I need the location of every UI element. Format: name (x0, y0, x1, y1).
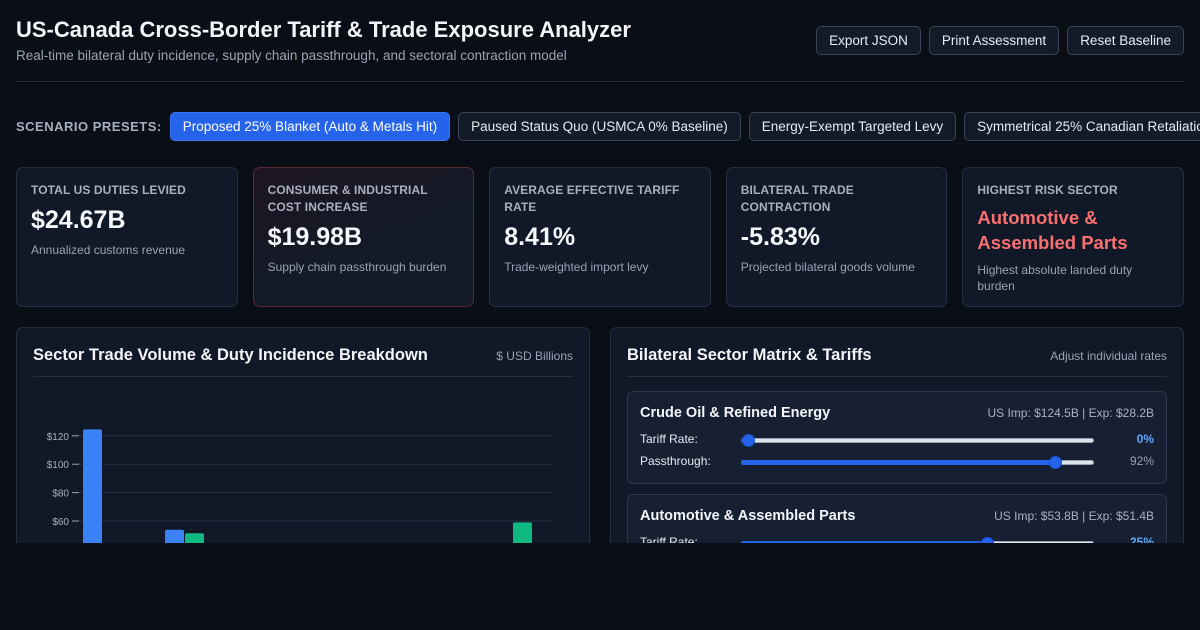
sector-bar-chart: $60 $80 $100 $120 (47, 429, 552, 543)
import-bar (165, 529, 184, 543)
matrix-panel-note: Adjust individual rates (1050, 349, 1167, 363)
presets-label: SCENARIO PRESETS: (16, 119, 162, 134)
app-viewport: US-Canada Cross-Border Tariff & Trade Ex… (16, 0, 1200, 543)
tariff-rate-value: 25% (1129, 535, 1154, 543)
y-tick-label: $120 (47, 432, 70, 443)
passthrough-label: Passthrough: (640, 454, 711, 468)
kpi-subtext: Annualized customs revenue (31, 243, 186, 257)
chart-units-label: $ USD Billions (496, 349, 573, 363)
tariff-rate-slider[interactable] (741, 537, 1094, 543)
y-tick-label: $80 (52, 489, 69, 500)
preset-status-quo-button[interactable]: Paused Status Quo (USMCA 0% Baseline) (458, 112, 741, 141)
kpi-label: TOTAL US DUTIES LEVIED (31, 183, 186, 197)
tariff-rate-value: 0% (1136, 432, 1154, 446)
export-json-button[interactable]: Export JSON (816, 26, 921, 55)
kpi-card-trade-contraction: BILATERAL TRADE CONTRACTION -5.83% Proje… (725, 167, 948, 307)
kpi-card-highest-risk: HIGHEST RISK SECTOR Automotive & Assembl… (962, 167, 1184, 307)
kpi-label: BILATERAL TRADE CONTRACTION (740, 183, 854, 214)
sector-name: Crude Oil & Refined Energy (640, 405, 831, 421)
preset-blanket-25-button[interactable]: Proposed 25% Blanket (Auto & Metals Hit) (169, 112, 451, 141)
tariff-rate-row: Tariff Rate: 25% (640, 534, 1154, 543)
page-subtitle: Real-time bilateral duty incidence, supp… (16, 48, 567, 63)
sector-chart-panel: Sector Trade Volume & Duty Incidence Bre… (16, 327, 590, 543)
page-title: US-Canada Cross-Border Tariff & Trade Ex… (16, 17, 631, 42)
kpi-subtext: Projected bilateral goods volume (740, 260, 915, 274)
slider-fill (741, 460, 1054, 465)
slider-thumb[interactable] (1049, 456, 1062, 469)
reset-baseline-button[interactable]: Reset Baseline (1067, 26, 1184, 55)
y-tick-label: $100 (47, 460, 70, 471)
slider-fill (741, 541, 986, 543)
sector-trade-volume: US Imp: $124.5B | Exp: $28.2B (987, 406, 1154, 420)
print-assessment-button[interactable]: Print Assessment (928, 26, 1060, 55)
tariff-rate-row: Tariff Rate: 0% (640, 431, 1154, 449)
kpi-card-effective-rate: AVERAGE EFFECTIVE TARIFF RATE 8.41% Trad… (489, 167, 711, 307)
kpi-subtext: Trade-weighted import levy (504, 260, 649, 274)
kpi-risk-sector: Automotive & Assembled Parts (977, 207, 1128, 253)
sector-card-automotive: Automotive & Assembled Parts US Imp: $53… (627, 494, 1167, 543)
matrix-panel-header: Bilateral Sector Matrix & Tariffs Adjust… (627, 328, 1167, 377)
kpi-label: HIGHEST RISK SECTOR (977, 183, 1118, 197)
import-bar (83, 429, 102, 543)
export-bar (513, 522, 532, 543)
export-bar (185, 533, 204, 543)
sector-card-energy: Crude Oil & Refined Energy US Imp: $124.… (627, 391, 1167, 484)
kpi-subtext: Highest absolute landed duty burden (977, 263, 1133, 293)
tariff-rate-slider[interactable] (741, 434, 1094, 447)
slider-thumb[interactable] (981, 537, 994, 543)
matrix-panel-title: Bilateral Sector Matrix & Tariffs (627, 346, 872, 364)
app-header: US-Canada Cross-Border Tariff & Trade Ex… (16, 0, 1184, 82)
tariff-rate-label: Tariff Rate: (640, 535, 698, 543)
kpi-value: $19.98B (267, 223, 363, 251)
kpi-label: AVERAGE EFFECTIVE TARIFF RATE (504, 183, 680, 214)
sector-name: Automotive & Assembled Parts (640, 508, 856, 524)
passthrough-value: 92% (1129, 454, 1154, 468)
y-tick-label: $60 (52, 517, 69, 528)
kpi-value: 8.41% (504, 223, 576, 251)
tariff-rate-label: Tariff Rate: (640, 432, 698, 446)
kpi-card-total-duties: TOTAL US DUTIES LEVIED $24.67B Annualize… (16, 167, 238, 307)
preset-energy-exempt-button[interactable]: Energy-Exempt Targeted Levy (748, 112, 957, 141)
kpi-value: $24.67B (31, 206, 126, 234)
kpi-subtext: Supply chain passthrough burden (267, 260, 447, 274)
passthrough-slider[interactable] (741, 456, 1094, 469)
kpi-row: TOTAL US DUTIES LEVIED $24.67B Annualize… (16, 167, 1184, 307)
scenario-presets: SCENARIO PRESETS: Proposed 25% Blanket (… (16, 112, 1200, 141)
chart-panel-header: Sector Trade Volume & Duty Incidence Bre… (33, 328, 573, 377)
preset-retaliation-button[interactable]: Symmetrical 25% Canadian Retaliation (964, 112, 1200, 141)
kpi-card-cost-increase: CONSUMER & INDUSTRIAL COST INCREASE $19.… (252, 167, 475, 307)
header-actions: Export JSON Print Assessment Reset Basel… (816, 26, 1184, 55)
passthrough-row: Passthrough: 92% (640, 453, 1154, 471)
slider-thumb[interactable] (742, 434, 755, 447)
sector-trade-volume: US Imp: $53.8B | Exp: $51.4B (994, 509, 1154, 523)
kpi-label: CONSUMER & INDUSTRIAL COST INCREASE (267, 183, 428, 214)
sector-matrix-panel: Bilateral Sector Matrix & Tariffs Adjust… (610, 327, 1184, 543)
chart-panel-title: Sector Trade Volume & Duty Incidence Bre… (33, 346, 428, 364)
kpi-value: -5.83% (740, 223, 820, 251)
